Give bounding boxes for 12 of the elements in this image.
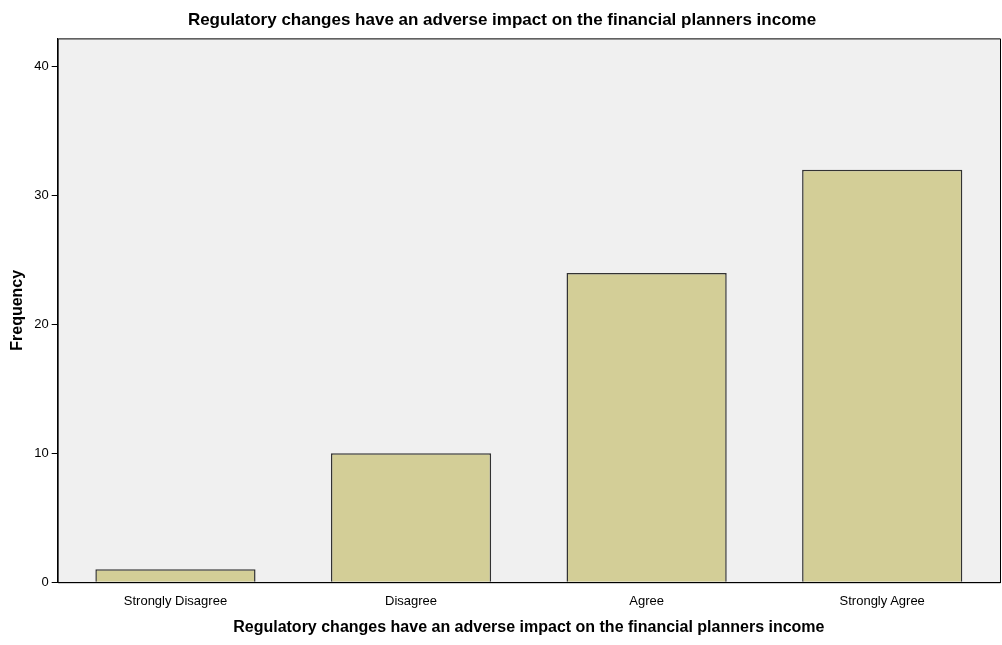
- x-tick-label: Strongly Agree: [839, 592, 925, 608]
- y-tick-label: 10: [34, 444, 49, 460]
- chart-title: Regulatory changes have an adverse impact on the financial planners income: [187, 9, 817, 29]
- x-axis-title: Regulatory changes have an adverse impact on the financial planners income: [233, 617, 825, 635]
- y-tick-label: 30: [34, 187, 49, 203]
- y-tick-label: 40: [34, 58, 49, 74]
- x-tick-label: Strongly Disagree: [123, 592, 228, 608]
- x-tick-label: Agree: [629, 592, 664, 608]
- y-axis-title: Frequency: [8, 269, 26, 351]
- y-tick-label: 20: [34, 316, 49, 332]
- y-tick-label: 0: [41, 573, 49, 589]
- x-tick-label: Disagree: [385, 592, 438, 608]
